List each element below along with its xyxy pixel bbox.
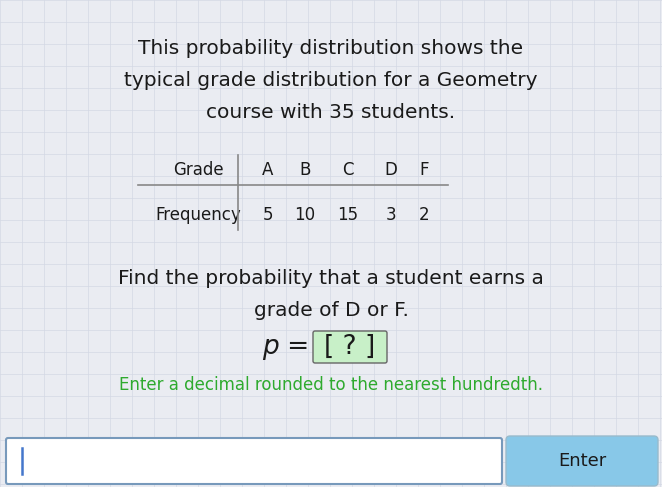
Text: course with 35 students.: course with 35 students. [207, 102, 455, 121]
Text: 3: 3 [386, 206, 397, 224]
Text: Enter: Enter [558, 452, 606, 470]
Text: C: C [342, 161, 354, 179]
Text: grade of D or F.: grade of D or F. [254, 300, 408, 319]
Text: Frequency: Frequency [155, 206, 241, 224]
Text: 2: 2 [418, 206, 430, 224]
Text: Enter a decimal rounded to the nearest hundredth.: Enter a decimal rounded to the nearest h… [119, 376, 543, 394]
Text: 10: 10 [295, 206, 316, 224]
Text: This probability distribution shows the: This probability distribution shows the [138, 38, 524, 57]
Text: 5: 5 [263, 206, 273, 224]
Text: p =: p = [262, 334, 318, 360]
Text: 15: 15 [338, 206, 359, 224]
Text: B: B [299, 161, 310, 179]
Text: D: D [385, 161, 397, 179]
Text: Find the probability that a student earns a: Find the probability that a student earn… [118, 268, 544, 287]
Text: F: F [419, 161, 429, 179]
FancyBboxPatch shape [506, 436, 658, 486]
FancyBboxPatch shape [6, 438, 502, 484]
Text: Grade: Grade [173, 161, 223, 179]
Text: typical grade distribution for a Geometry: typical grade distribution for a Geometr… [124, 71, 538, 90]
Text: A: A [262, 161, 273, 179]
Text: [ ? ]: [ ? ] [324, 334, 375, 360]
FancyBboxPatch shape [313, 331, 387, 363]
